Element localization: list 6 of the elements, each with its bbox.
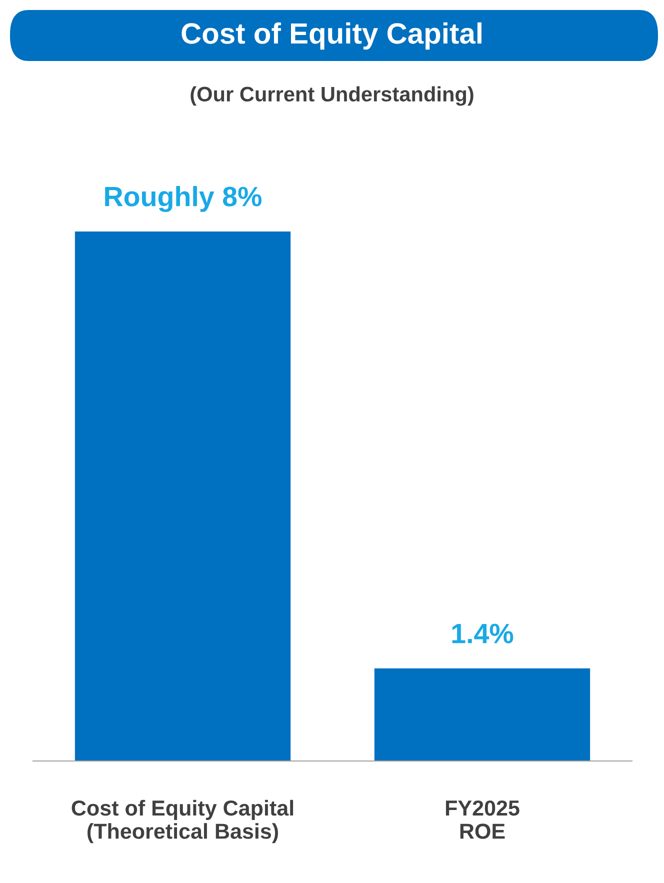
data-label: Roughly 8% bbox=[105, 186, 262, 212]
chart-subtitle: (Our Current Understanding) bbox=[190, 86, 474, 106]
chart-title: Cost of Equity Capital bbox=[182, 22, 482, 50]
data-label: 1.4% bbox=[452, 624, 514, 644]
x-tick-label: FY2025 ROE bbox=[446, 800, 520, 839]
x-tick-label: Cost of Equity Capital (Theoretical Basis) bbox=[72, 800, 294, 844]
